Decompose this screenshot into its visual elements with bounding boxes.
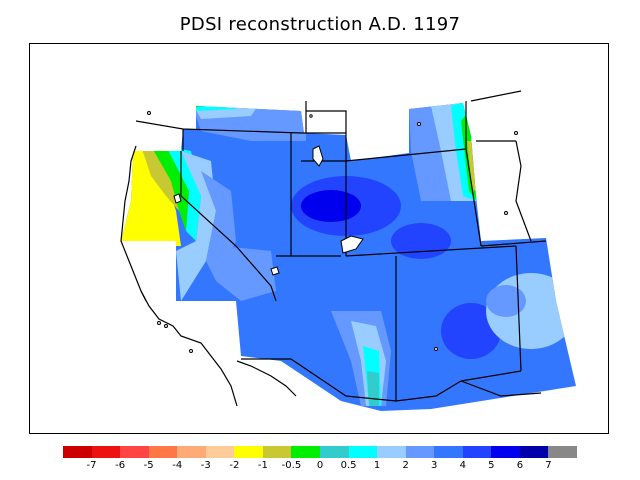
- great-salt-lake: [312, 145, 324, 167]
- colorbar-label: 0: [316, 460, 324, 471]
- colorbar-label: 7: [545, 460, 552, 471]
- lake-tahoe: [173, 193, 182, 204]
- colorbar-label: -7: [86, 460, 97, 471]
- colorbar-cell: [434, 446, 464, 458]
- colorbar: [63, 446, 578, 458]
- colorbar-label: -0.5: [281, 460, 302, 471]
- island-9: [309, 114, 313, 118]
- colorbar-label: -1: [257, 460, 268, 471]
- colorbar-label: 4: [459, 460, 466, 471]
- gulf-coast: [236, 360, 297, 397]
- colorbar-label: 6: [516, 460, 524, 471]
- colorbar-cell: [262, 446, 292, 458]
- island-1: [147, 111, 151, 115]
- colorbar-label: 0.5: [340, 460, 357, 471]
- colorbar-cell: [519, 446, 549, 458]
- colorbar-cell: [548, 446, 578, 458]
- lake-powell: [340, 235, 364, 254]
- field-east-mid: [486, 285, 526, 317]
- island-8: [164, 324, 168, 328]
- colorbar-label: 5: [488, 460, 495, 471]
- colorbar-cell: [63, 446, 93, 458]
- map-title: PDSI reconstruction A.D. 1197: [179, 14, 461, 35]
- field-ne-olive: [467, 141, 476, 191]
- field-core-inner: [301, 190, 361, 222]
- wy-mt-border: [306, 110, 347, 133]
- water-features: [147, 111, 518, 353]
- nm-tx-border: [515, 245, 522, 372]
- lake-mead: [270, 266, 280, 276]
- colorbar-label: 1: [373, 460, 381, 471]
- colorbar-label: -5: [143, 460, 154, 471]
- co-nm-border: [345, 245, 517, 257]
- field-west-light: [176, 151, 216, 301]
- island-5: [434, 347, 438, 351]
- island-7: [157, 321, 161, 325]
- pdsi-map: [120, 90, 576, 411]
- ut-wy-border: [301, 132, 347, 162]
- colorbar-cell: [120, 446, 150, 458]
- colorbar-cell: [291, 446, 321, 458]
- co-ks-border: [465, 148, 482, 247]
- colorbar-cell: [377, 446, 407, 458]
- colorbar-cell: [91, 446, 121, 458]
- colorbar-label: -2: [229, 460, 240, 471]
- tx-ok-border: [480, 240, 547, 247]
- colorbar-label: -4: [172, 460, 183, 471]
- colorbar-cell: [234, 446, 264, 458]
- field-se-blue: [441, 303, 501, 359]
- tx-south-border: [460, 380, 542, 397]
- colorbar-cell: [348, 446, 378, 458]
- field-sw-blue: [241, 301, 311, 356]
- coast-detail: [140, 290, 147, 302]
- island-6: [189, 349, 193, 353]
- field-nw-olive: [226, 103, 251, 107]
- colorbar-cell: [177, 446, 207, 458]
- colorbar-label: 2: [402, 460, 409, 471]
- colorbar-cell: [205, 446, 235, 458]
- colorbar-labels: -7 -6 -5 -4 -3 -2 -1 -0.5 0 0.5 1 2 3 4 5 6 7: [0, 460, 640, 474]
- island-2: [417, 122, 421, 126]
- map-lines: [120, 90, 547, 407]
- ca-nv-border: [180, 151, 277, 302]
- colorbar-cell: [491, 446, 521, 458]
- field-west-yellow: [121, 146, 181, 246]
- north-border-ne: [470, 90, 522, 102]
- sd-ne-border: [515, 140, 532, 242]
- colorbar-label: -3: [200, 460, 211, 471]
- colorbar-label: 3: [431, 460, 438, 471]
- island-4: [514, 131, 518, 135]
- island-3: [504, 211, 508, 215]
- colorbar-cell: [405, 446, 435, 458]
- colorbar-cell: [320, 446, 350, 458]
- field-south-teal: [367, 371, 379, 406]
- colorbar-cell: [148, 446, 178, 458]
- field-sw-mid: [216, 246, 276, 301]
- field-nw-green: [191, 103, 226, 107]
- field-core-east: [391, 223, 451, 259]
- colorbar-cell: [462, 446, 492, 458]
- colorbar-label: -6: [115, 460, 126, 471]
- wy-co-border: [345, 148, 467, 162]
- map-frame: [29, 43, 609, 434]
